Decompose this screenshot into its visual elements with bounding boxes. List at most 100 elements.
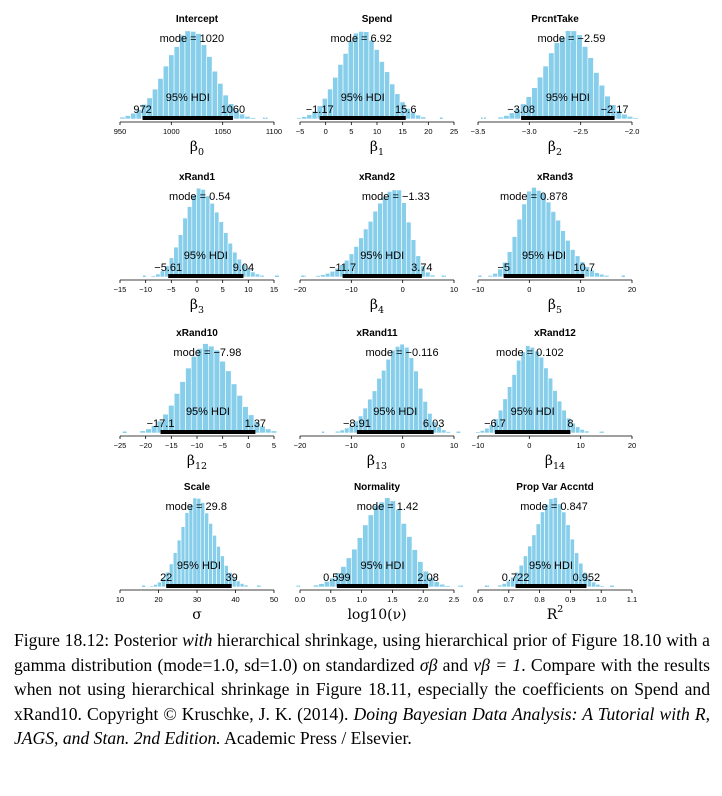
histogram-bar [516,359,522,434]
posterior-panel-spend: Spend mode = 6.92 95% HDI −1.17 15.6 −5 0 5 10 15… [262,6,492,158]
mode-label: mode = 1020 [160,33,225,45]
histogram-bar [225,370,232,434]
x-tick-label: 15 [270,285,278,294]
x-tick-label: −10 [472,441,485,450]
x-tick-label: −5 [296,127,305,136]
histogram-bar [220,555,225,588]
x-tick-label: −2.0 [625,127,640,136]
hdi-low-label: −5 [497,262,510,274]
histogram-bar [182,217,188,278]
hdi-label: 95% HDI [546,92,590,104]
histogram-bar [632,117,639,120]
histogram-bar [540,193,547,278]
histogram-bar [576,34,583,120]
x-tick-label: 0 [246,441,250,450]
histogram-bar [594,272,600,278]
histogram-bars [475,345,590,434]
tail-point [623,275,625,277]
caption-part-1: Figure 18.12: Posterior [14,630,183,650]
x-tick-label: −10 [345,285,358,294]
histogram-bar [550,211,557,278]
histogram-bar [196,348,203,434]
histogram-bar [191,194,197,278]
x-tick-label: 1.1 [627,595,637,604]
histogram-bar [444,585,451,588]
histogram-bar [389,83,396,120]
panel-title: PrcntTake [531,14,579,25]
hdi-high-label: 6.03 [423,418,444,430]
tail-point [266,117,268,119]
histogram-bar [157,78,164,120]
panel-title: Scale [184,482,211,493]
histogram-bar [219,360,226,434]
hdi-low-label: −11.7 [329,262,356,274]
histogram-svg: xRand11 mode = −0.116 95% HDI−8.91 6.03 −20 −… [294,328,461,472]
hdi-high-label: 9.04 [233,262,254,274]
hdi-low-label: −17.1 [147,418,175,430]
tail-point [122,431,125,433]
caption-nu-beta: νβ = 1 [473,654,522,675]
histogram-bar [351,548,358,588]
caption-book-title: Doing Bayesian Data Analysis: A Tutorial… [14,703,710,749]
histogram-bar [211,70,218,120]
panel-title: Intercept [176,14,219,25]
x-axis-label: β5 [548,297,562,316]
histogram-bar [373,505,380,588]
histogram-bar [395,509,402,588]
tail-point [481,117,483,119]
hdi-high-label: 3.74 [411,262,432,274]
histogram-bar [187,206,193,278]
histogram-bar [270,430,278,434]
x-tick-label: 20 [424,127,432,136]
caption-sigma-beta: σβ [419,654,438,675]
tail-point [274,275,277,277]
histogram-bar [339,429,345,434]
histogram-bar [179,34,186,120]
histogram-bar [503,115,510,120]
x-axis-label: β0 [190,139,204,158]
tail-point [484,117,486,119]
x-tick-label: −20 [294,441,307,450]
histogram-bar [185,367,192,434]
histogram-bar [401,202,407,278]
histogram-bar [173,46,180,120]
caption-part-2: hierarchical shrinkage, using hierarchic… [14,630,710,675]
histogram-bar [342,53,349,120]
x-tick-label: −2.5 [573,127,588,136]
x-tick-label: 50 [270,595,278,604]
hdi-low-label: 972 [133,104,151,116]
histogram-bar [535,523,541,588]
histogram-bar [301,116,308,120]
histogram-bar [152,88,159,120]
tail-point [125,431,127,433]
histogram-bar [353,32,359,120]
hdi-high-label: 0.952 [573,572,601,584]
posterior-panel-xrand2: xRand2 mode = −1.33 95% HDI −11.7 3.74 −20 −10… [262,164,492,316]
hdi-low-label: −1.17 [306,104,334,116]
hdi-label: 95% HDI [341,92,385,104]
x-tick-label: −10 [345,441,358,450]
x-tick-label: 1.5 [387,595,397,604]
histogram-bar [521,203,527,278]
histogram-bar [544,504,550,588]
histogram-bar [312,584,320,588]
tail-point [599,431,601,433]
histogram-bar [555,219,561,278]
tail-point [441,275,443,277]
histogram-bar [179,381,186,434]
tail-point [484,585,487,587]
histogram-bar [296,117,302,120]
caption-part-4: . Compare with the results when not usin… [14,654,710,724]
tail-point [262,117,265,119]
histogram-bar [384,71,390,120]
posterior-panel-xrand12: xRand12 mode = 0.102 95% HDI −6.7 8 −10 0 10 20 β… [440,320,670,472]
tail-point [601,431,604,433]
tail-point [610,585,612,587]
histogram-bar [377,202,383,278]
tail-point [460,585,462,587]
hdi-label: 95% HDI [360,560,404,572]
panel-title: xRand3 [537,172,574,183]
tail-point [259,585,261,587]
histogram-bar [475,431,481,434]
tail-point [142,585,144,587]
